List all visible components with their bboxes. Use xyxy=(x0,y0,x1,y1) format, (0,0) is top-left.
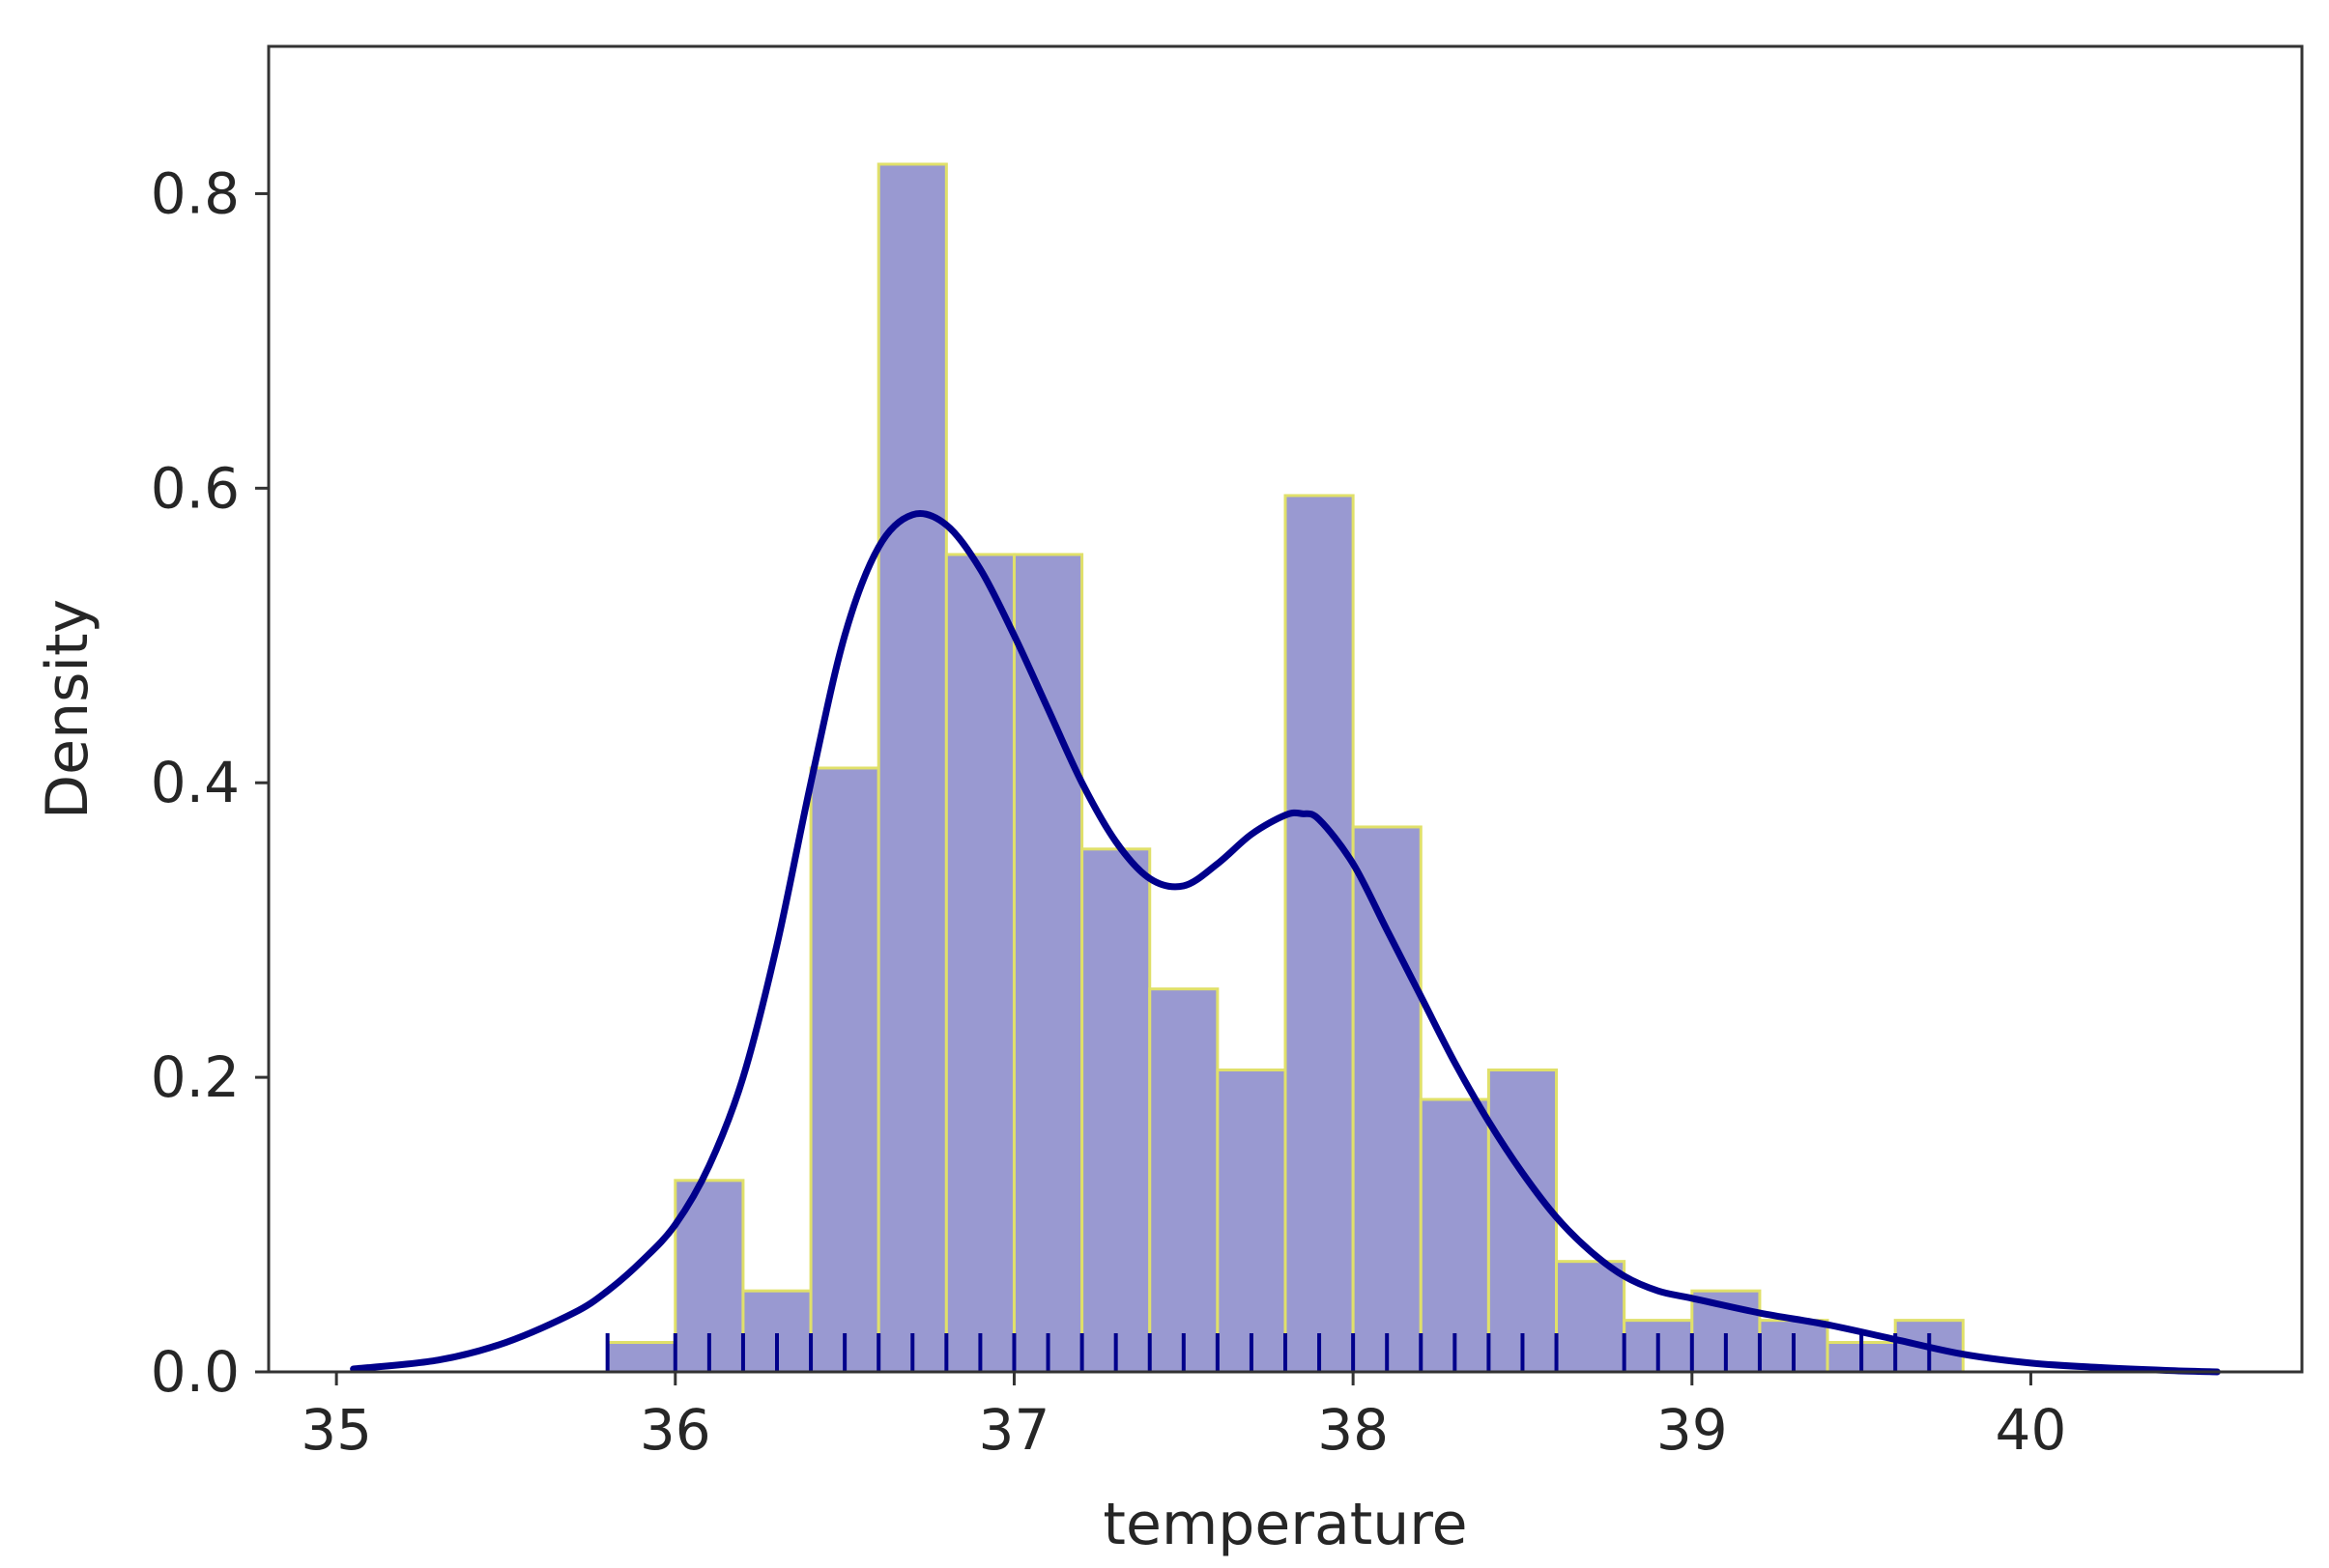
histogram-bar xyxy=(1012,553,1084,1374)
x-axis-label: temperature xyxy=(1103,1491,1467,1558)
x-tick-label: 38 xyxy=(1317,1397,1389,1463)
y-tick-label: 0.6 xyxy=(151,455,240,521)
x-tick-label: 40 xyxy=(1996,1397,2067,1463)
histogram-bar xyxy=(1419,1098,1490,1374)
kde-line xyxy=(350,510,2221,1376)
y-tick-label: 0.2 xyxy=(151,1044,240,1110)
y-axis-label: Density xyxy=(34,599,101,819)
histogram-bar xyxy=(809,766,880,1374)
x-axis-ticks: 35 36 37 38 39 40 xyxy=(301,1372,2066,1463)
histogram-bar xyxy=(877,162,948,1374)
histogram-bar xyxy=(944,553,1016,1374)
y-tick-label: 0.0 xyxy=(151,1339,240,1405)
histogram-bars xyxy=(606,162,1965,1374)
x-tick-label: 36 xyxy=(640,1397,711,1463)
histogram-bar xyxy=(1486,1068,1559,1374)
histogram-bar xyxy=(1216,1068,1287,1374)
rug-marks xyxy=(605,1333,1932,1372)
y-tick-label: 0.4 xyxy=(151,750,240,815)
x-tick-label: 39 xyxy=(1656,1397,1728,1463)
x-tick-label: 37 xyxy=(979,1397,1050,1463)
histogram-bar xyxy=(1351,825,1423,1374)
histogram-bar xyxy=(1080,847,1152,1374)
histogram-bar xyxy=(606,1341,677,1374)
axes-frame xyxy=(267,44,2304,1374)
y-axis-ticks: 0.0 0.2 0.4 0.6 0.8 xyxy=(151,160,269,1405)
y-tick-label: 0.8 xyxy=(151,160,240,226)
histogram-bar xyxy=(1555,1260,1626,1374)
histogram-bar xyxy=(1148,987,1220,1374)
x-tick-label: 35 xyxy=(301,1397,372,1463)
histogram-bar xyxy=(1283,494,1355,1374)
